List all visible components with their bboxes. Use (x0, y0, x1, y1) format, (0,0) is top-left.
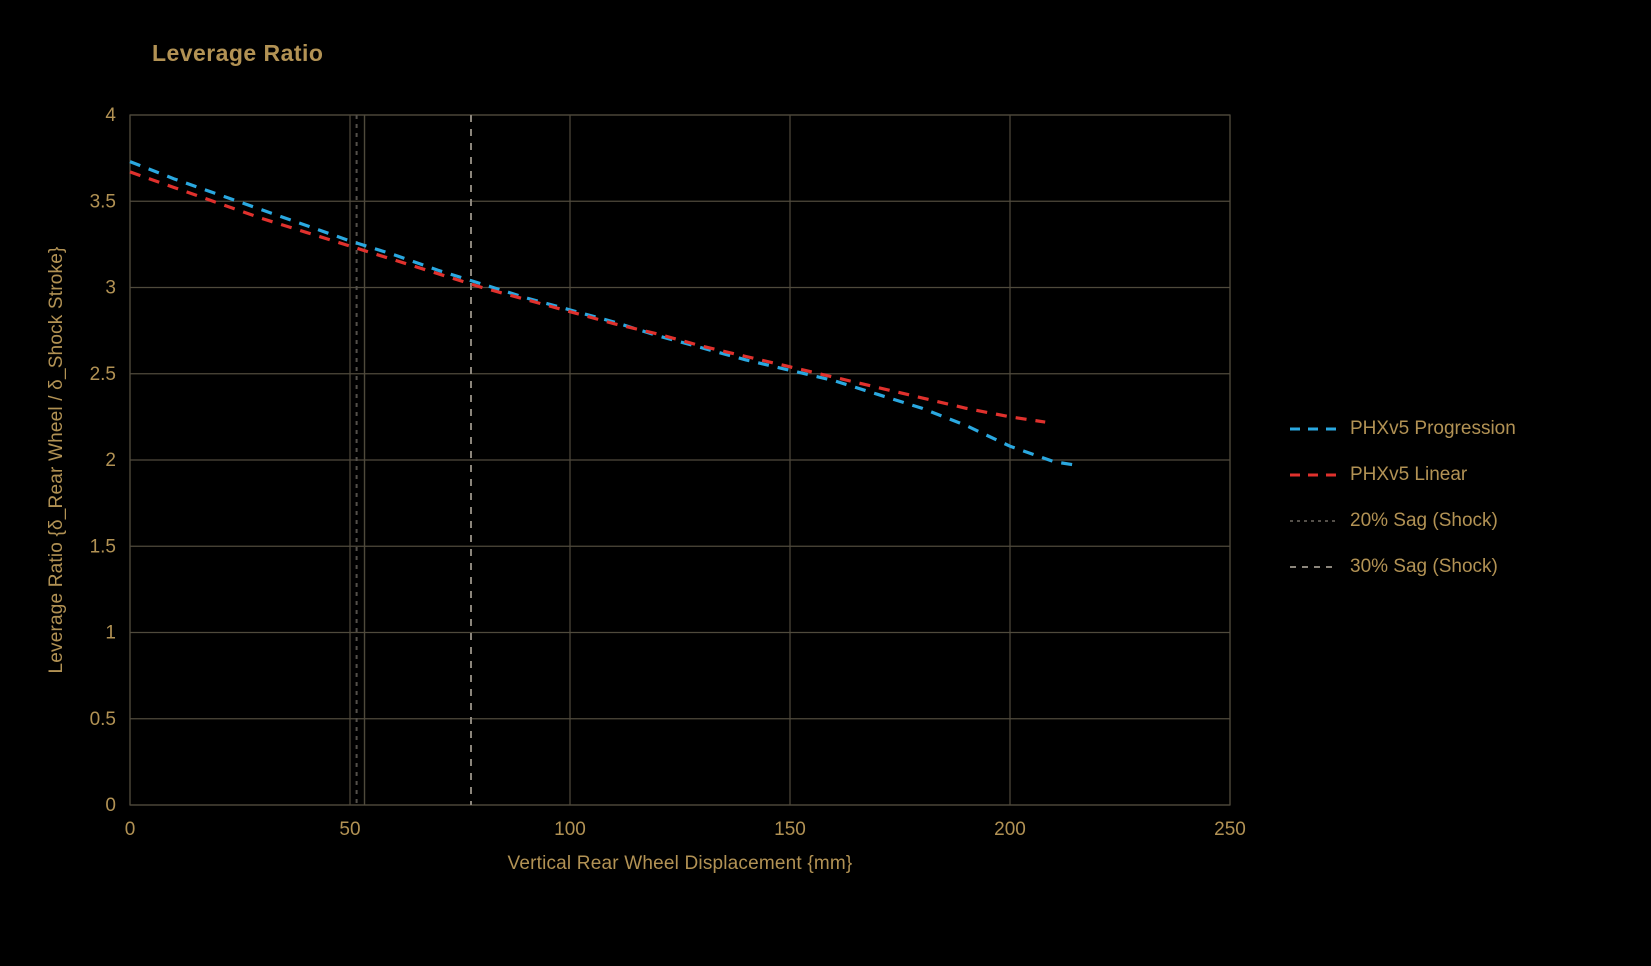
x-tick-label: 150 (774, 819, 806, 840)
chart-container: Leverage Ratio 05010015020025000.511.522… (0, 0, 1651, 966)
y-tick-label: 0.5 (90, 709, 116, 730)
legend-item: 30% Sag (Shock) (1290, 556, 1516, 578)
y-tick-label: 1 (105, 623, 116, 644)
y-tick-label: 2.5 (90, 364, 116, 385)
series-line (130, 172, 1045, 422)
legend-item: PHXv5 Linear (1290, 464, 1516, 486)
y-tick-label: 3 (105, 278, 116, 299)
legend-item: PHXv5 Progression (1290, 418, 1516, 440)
x-tick-label: 200 (994, 819, 1026, 840)
y-tick-label: 0 (105, 795, 116, 816)
legend-label: PHXv5 Progression (1350, 418, 1516, 440)
y-tick-label: 4 (105, 105, 116, 126)
x-tick-label: 50 (339, 819, 360, 840)
legend: PHXv5 Progression PHXv5 Linear 20% Sag (Sh… (1290, 418, 1516, 578)
legend-label: PHXv5 Linear (1350, 464, 1467, 486)
y-axis-label: Leverage Ratio {δ_Rear Wheel / δ_Shock S… (46, 246, 67, 673)
y-tick-label: 3.5 (90, 191, 116, 212)
legend-label: 30% Sag (Shock) (1350, 556, 1498, 578)
y-tick-label: 1.5 (90, 536, 116, 557)
legend-label: 20% Sag (Shock) (1350, 510, 1498, 532)
x-tick-label: 100 (554, 819, 586, 840)
legend-swatch (1290, 423, 1338, 435)
series-line (130, 162, 1076, 466)
x-tick-label: 250 (1214, 819, 1246, 840)
x-tick-label: 0 (125, 819, 136, 840)
y-tick-label: 2 (105, 450, 116, 471)
legend-swatch (1290, 515, 1338, 527)
legend-swatch (1290, 561, 1338, 573)
x-axis-label: Vertical Rear Wheel Displacement {mm} (508, 853, 853, 874)
legend-swatch (1290, 469, 1338, 481)
legend-item: 20% Sag (Shock) (1290, 510, 1516, 532)
